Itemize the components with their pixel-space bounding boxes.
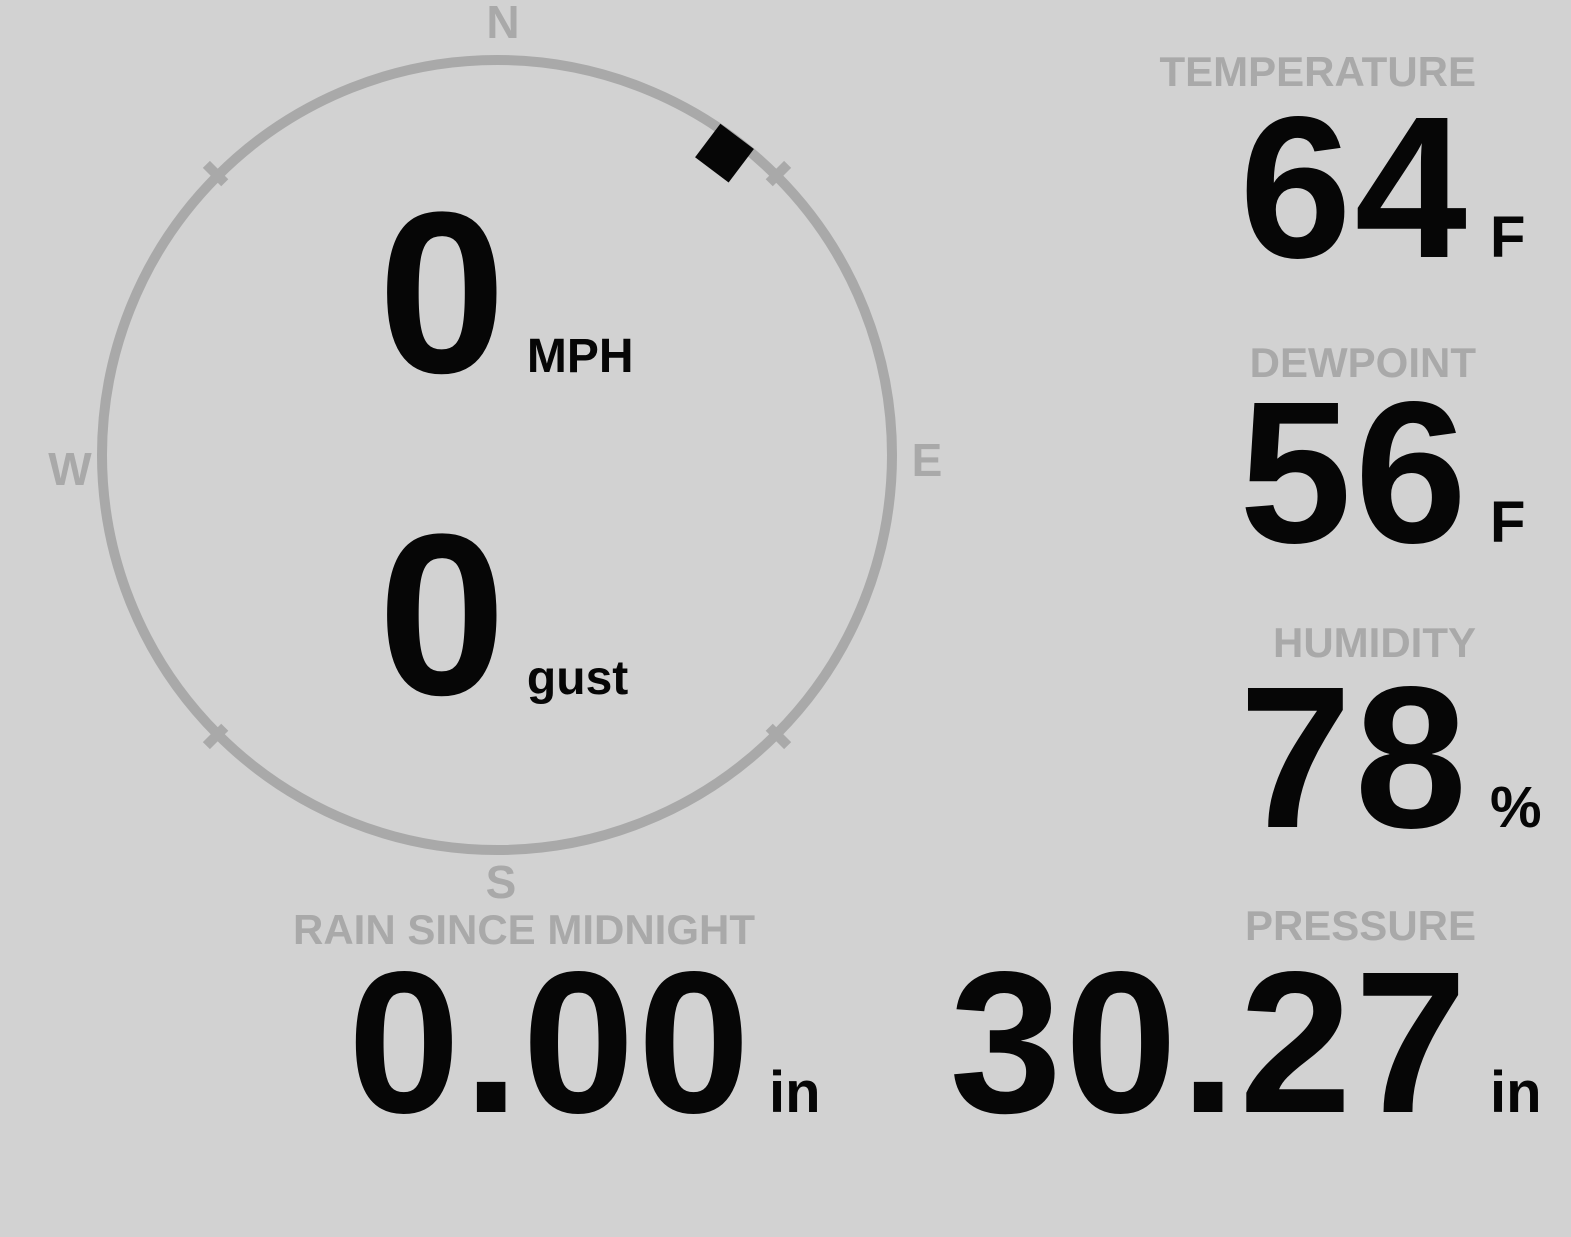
temperature-reading: 64 F	[1239, 86, 1552, 288]
rain-value: 0.00	[347, 929, 753, 1155]
compass-label-east: E	[911, 434, 943, 486]
wind-gust-value: 0	[378, 486, 506, 743]
compass-label-south: S	[485, 856, 517, 908]
dewpoint-label: DEWPOINT	[1249, 339, 1476, 386]
humidity-label: HUMIDITY	[1273, 619, 1476, 666]
rain-label: RAIN SINCE MIDNIGHT	[293, 906, 755, 953]
compass-label-west: W	[48, 443, 92, 495]
rain-reading: 0.00 in	[348, 941, 831, 1143]
rain-unit: in	[769, 1060, 821, 1125]
temperature-label: TEMPERATURE	[1159, 48, 1476, 95]
temperature-unit: F	[1490, 205, 1526, 270]
dewpoint-value: 56	[1239, 359, 1470, 585]
wind-speed-value: 0	[378, 164, 506, 421]
compass-ring	[97, 55, 897, 855]
temperature-value: 64	[1239, 74, 1470, 300]
dewpoint-unit: F	[1490, 490, 1526, 555]
wind-speed-unit: MPH	[526, 330, 634, 383]
pressure-value: 30.27	[949, 929, 1470, 1155]
pressure-label: PRESSURE	[1244, 902, 1476, 949]
compass-label-north: N	[486, 0, 520, 48]
wind-speed: 0 MPH	[378, 178, 634, 408]
humidity-unit: %	[1490, 775, 1542, 840]
wind-gust-unit: gust	[526, 652, 629, 705]
wind-gust: 0 gust	[378, 500, 628, 730]
humidity-reading: 78 %	[1239, 656, 1552, 858]
pressure-unit: in	[1490, 1060, 1542, 1125]
dewpoint-reading: 56 F	[1239, 371, 1552, 573]
pressure-reading: 30.27 in	[950, 941, 1553, 1143]
humidity-value: 78	[1239, 644, 1470, 870]
